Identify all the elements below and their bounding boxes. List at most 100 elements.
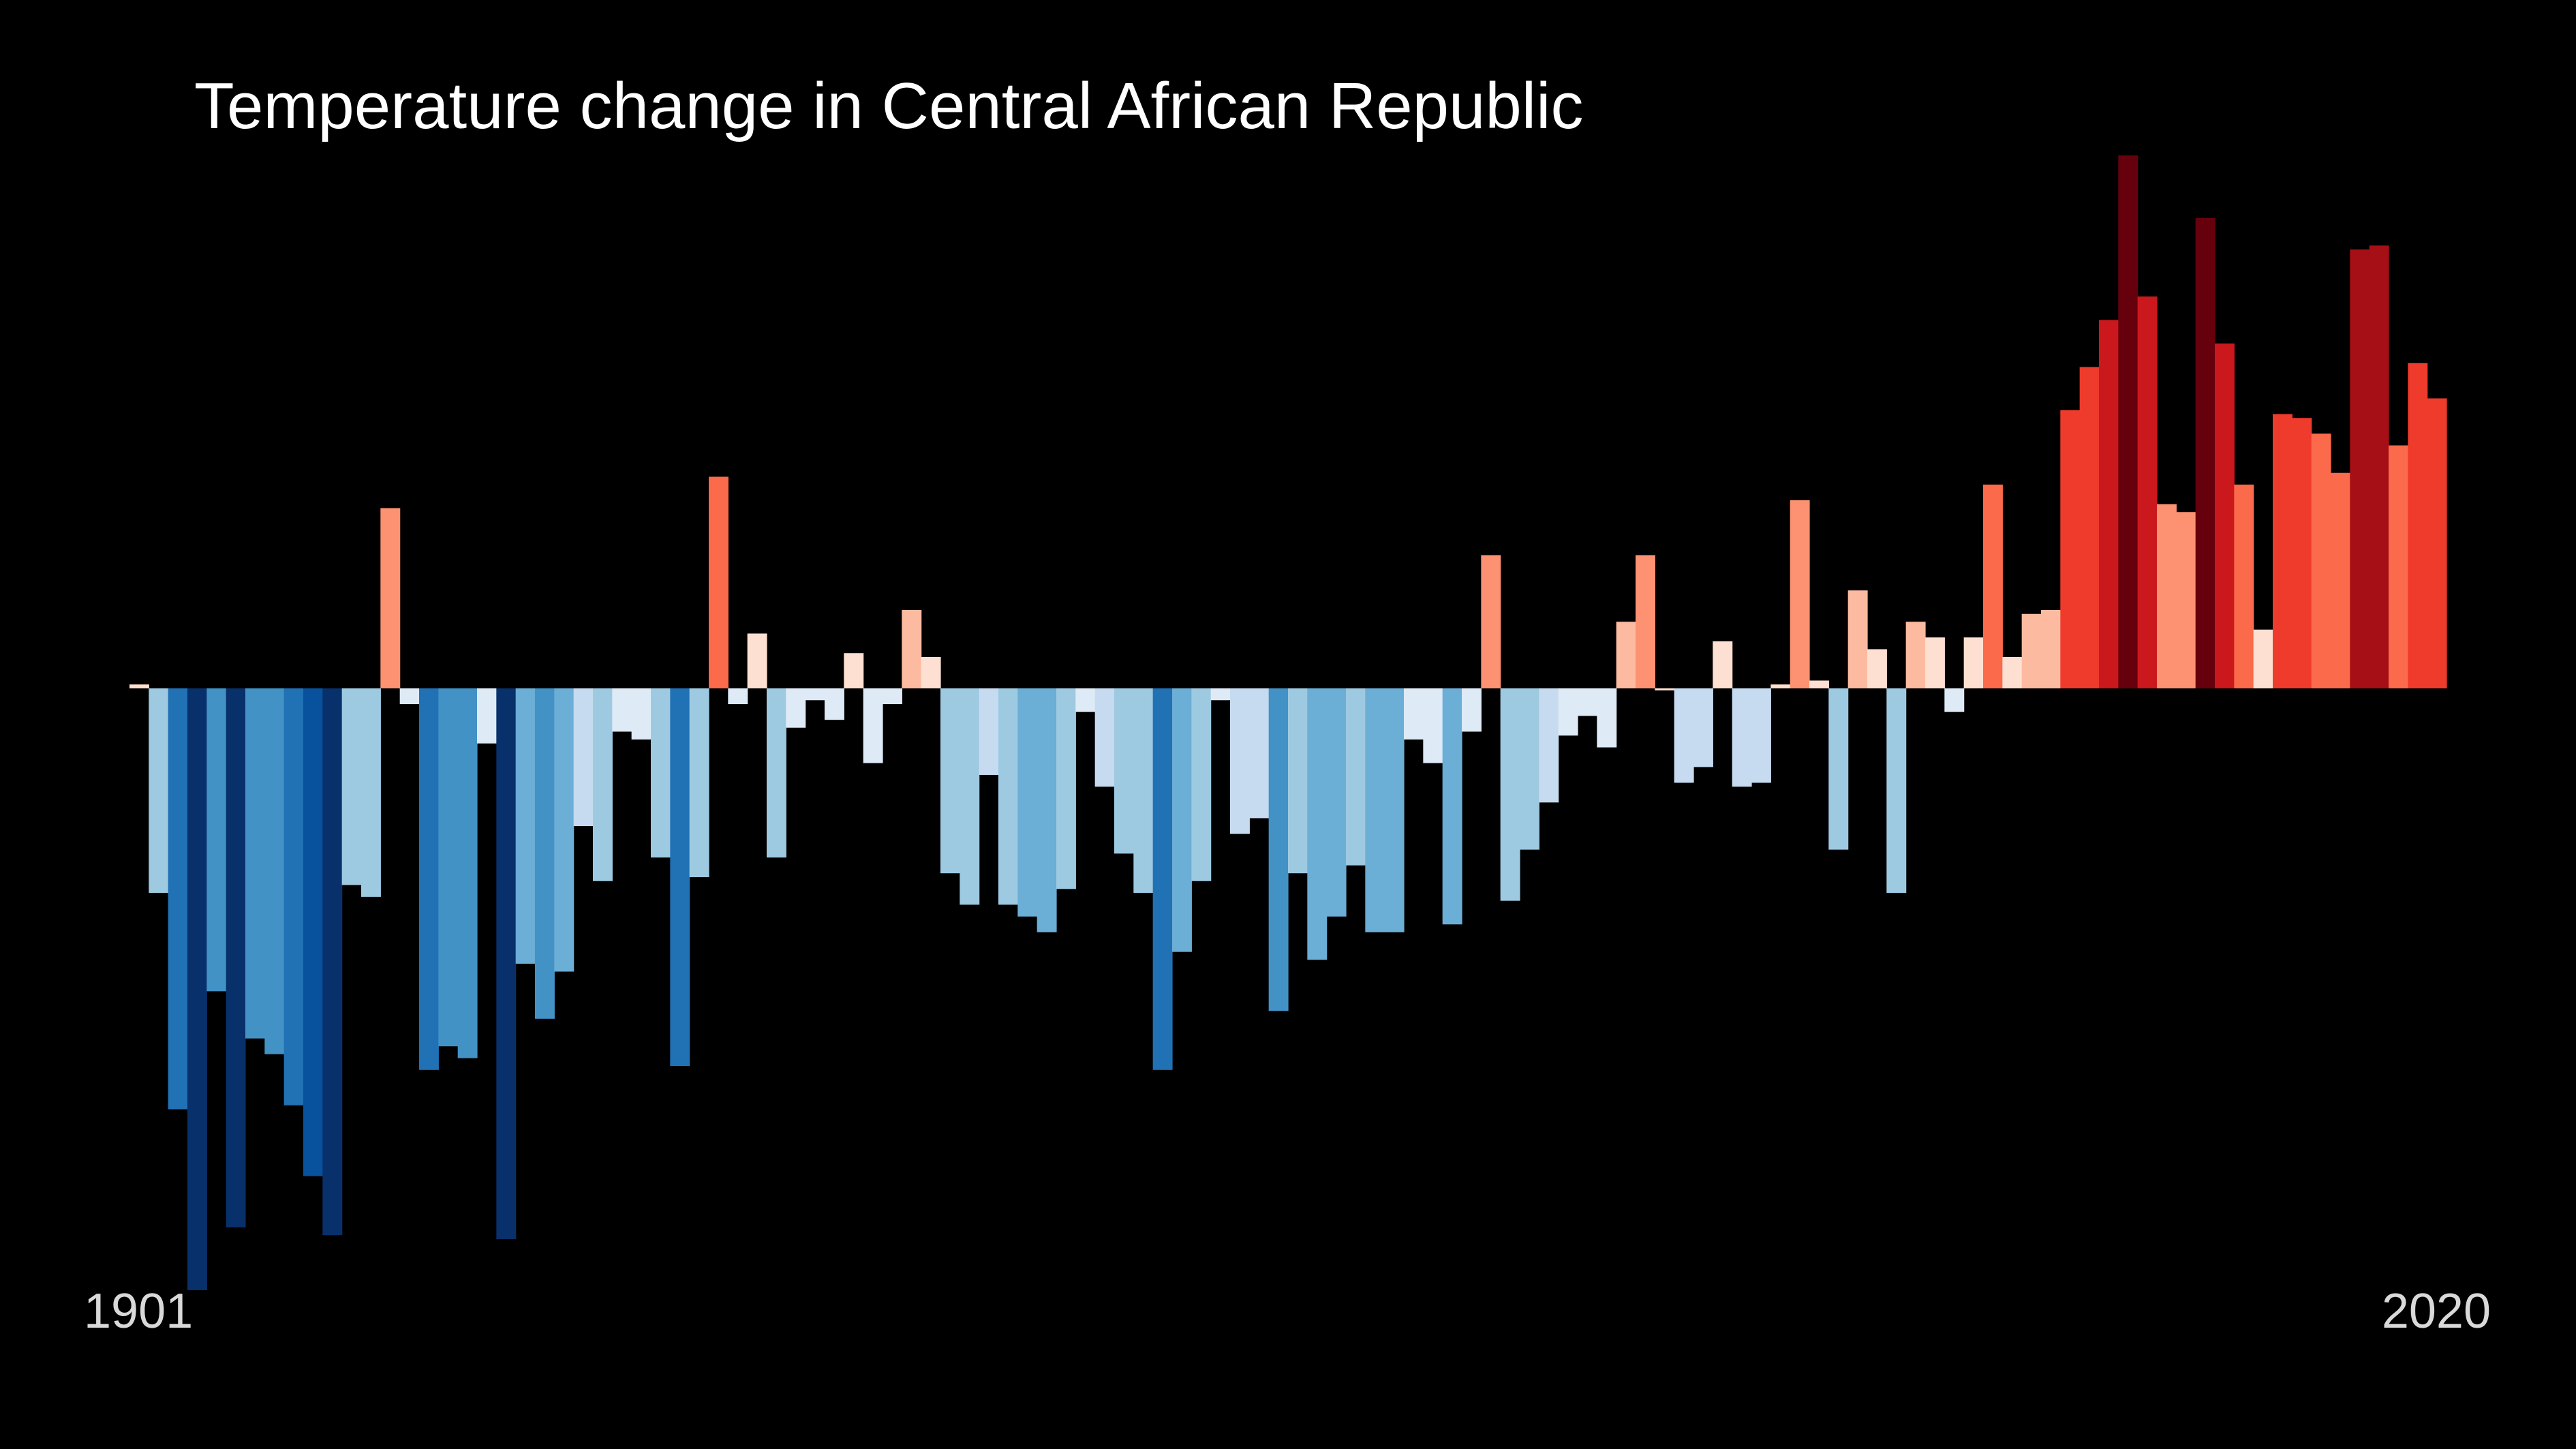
bar-1906 — [226, 688, 246, 1227]
bar-1980 — [1655, 688, 1675, 690]
bar-1972 — [1500, 688, 1520, 901]
bar-1963 — [1326, 688, 1347, 917]
bar-1914 — [380, 508, 401, 688]
bar-2017 — [2369, 245, 2389, 688]
bar-1965 — [1365, 688, 1385, 932]
bar-1974 — [1539, 688, 1559, 803]
bars-group — [129, 155, 2447, 1290]
bar-1951 — [1094, 688, 1115, 787]
bar-1922 — [535, 688, 555, 1019]
bar-1984 — [1732, 688, 1752, 787]
bar-1913 — [361, 688, 381, 897]
bar-1950 — [1075, 688, 1096, 712]
bar-2005 — [2137, 296, 2158, 688]
bar-1937 — [825, 688, 844, 720]
bar-1934 — [767, 688, 786, 858]
bar-1969 — [1442, 688, 1462, 925]
bar-1975 — [1558, 688, 1578, 736]
bar-1903 — [168, 688, 188, 1110]
bar-1901 — [129, 684, 149, 688]
bar-1989 — [1828, 688, 1849, 850]
bar-1915 — [399, 688, 420, 705]
bar-1966 — [1384, 688, 1405, 932]
bar-2010 — [2234, 485, 2254, 688]
bar-1910 — [303, 688, 323, 1176]
bar-1986 — [1770, 684, 1791, 688]
bar-1977 — [1597, 688, 1617, 748]
bar-1987 — [1790, 500, 1810, 688]
bar-1957 — [1210, 688, 1231, 701]
bar-1946 — [998, 688, 1018, 905]
bar-1968 — [1423, 688, 1443, 763]
bar-1945 — [979, 688, 999, 775]
bar-2020 — [2427, 398, 2447, 688]
bar-1958 — [1230, 688, 1250, 834]
bar-1952 — [1114, 688, 1134, 854]
bar-2015 — [2331, 472, 2350, 688]
bar-2016 — [2350, 249, 2370, 688]
bar-2006 — [2157, 504, 2177, 688]
bar-1949 — [1056, 688, 1076, 889]
bar-1983 — [1713, 641, 1733, 688]
bar-1912 — [341, 688, 362, 885]
bar-1948 — [1037, 688, 1057, 932]
bar-1926 — [612, 688, 632, 732]
bar-1967 — [1404, 688, 1424, 740]
bar-2001 — [2060, 410, 2081, 688]
bar-1929 — [670, 688, 690, 1067]
bar-1992 — [1886, 688, 1907, 894]
bar-2007 — [2176, 512, 2196, 688]
bar-1991 — [1867, 649, 1887, 688]
bar-1931 — [709, 476, 729, 688]
bar-1964 — [1346, 688, 1366, 866]
bar-1941 — [902, 610, 922, 688]
bar-1944 — [960, 688, 980, 905]
bar-1923 — [554, 688, 574, 972]
bar-1994 — [1925, 637, 1945, 688]
bar-1921 — [515, 688, 536, 964]
bar-1981 — [1674, 688, 1694, 783]
bar-1988 — [1809, 680, 1829, 688]
bar-1911 — [322, 688, 343, 1236]
bar-1985 — [1751, 688, 1771, 783]
bar-1961 — [1288, 688, 1308, 874]
bar-1916 — [419, 688, 439, 1070]
bar-1995 — [1944, 688, 1965, 712]
bar-2011 — [2253, 629, 2273, 688]
bar-1996 — [1963, 637, 1984, 688]
bar-1919 — [477, 688, 497, 744]
start-year-label: 1901 — [84, 1284, 193, 1339]
bar-1971 — [1481, 555, 1501, 688]
bar-1959 — [1249, 688, 1270, 819]
bar-1907 — [245, 688, 265, 1039]
bar-1918 — [457, 688, 478, 1058]
bar-1970 — [1462, 688, 1482, 732]
bar-1990 — [1847, 590, 1868, 688]
bar-1936 — [805, 688, 825, 701]
bar-1938 — [844, 653, 864, 688]
bar-1956 — [1191, 688, 1212, 881]
bar-1932 — [728, 688, 748, 705]
bar-1908 — [264, 688, 285, 1054]
bar-2003 — [2099, 320, 2119, 688]
bar-1928 — [651, 688, 671, 858]
bar-1942 — [921, 657, 941, 688]
bar-2000 — [2041, 610, 2061, 688]
bar-1962 — [1307, 688, 1328, 960]
bar-2012 — [2273, 414, 2293, 688]
bar-2019 — [2408, 363, 2428, 688]
bar-1943 — [940, 688, 960, 874]
bar-1979 — [1636, 555, 1655, 688]
chart-title: Temperature change in Central African Re… — [194, 70, 1583, 142]
bar-1904 — [187, 688, 207, 1290]
bar-2013 — [2292, 418, 2312, 688]
bar-1939 — [863, 688, 883, 763]
bar-2008 — [2195, 218, 2215, 688]
bar-1954 — [1152, 688, 1173, 1070]
bar-1905 — [206, 688, 227, 992]
bar-1930 — [689, 688, 709, 878]
bar-1993 — [1905, 622, 1926, 688]
bar-2009 — [2215, 344, 2235, 688]
